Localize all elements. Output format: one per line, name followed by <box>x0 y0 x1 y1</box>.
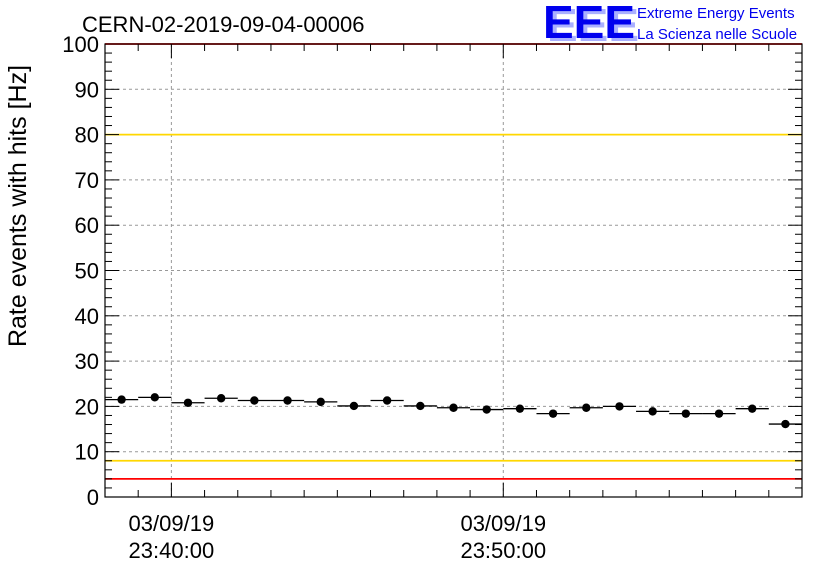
x-tick-time-label: 23:50:00 <box>460 538 546 563</box>
data-point <box>382 396 392 405</box>
y-tick-label: 40 <box>75 304 99 329</box>
data-point <box>681 409 691 418</box>
data-point <box>216 394 226 403</box>
y-tick-label: 20 <box>75 394 99 419</box>
data-point <box>748 404 757 413</box>
y-axis-title: Rate events with hits [Hz] <box>4 65 32 347</box>
logo-line-2: La Scienza nelle Scuole <box>637 26 797 43</box>
x-tick-date-label: 03/09/19 <box>129 511 215 536</box>
data-point <box>250 396 259 405</box>
logo-eee-shadow: EEE <box>547 0 639 51</box>
logo-line-1: Extreme Energy Events <box>637 5 795 22</box>
data-series <box>105 393 802 429</box>
x-tick-time-label: 23:40:00 <box>129 538 215 563</box>
data-point <box>515 404 525 413</box>
data-point <box>316 397 325 407</box>
data-point <box>183 398 193 407</box>
y-tick-label: 0 <box>87 485 99 510</box>
data-point <box>714 409 724 418</box>
chart-title: CERN-02-2019-09-04-00006 <box>82 12 365 37</box>
logo-eee: EEE <box>543 0 635 48</box>
y-tick-label: 50 <box>75 259 99 284</box>
x-tick-date-label: 03/09/19 <box>460 511 546 536</box>
data-point <box>150 393 159 402</box>
data-point <box>482 405 491 414</box>
data-point <box>648 407 657 416</box>
y-tick-label: 80 <box>75 123 99 148</box>
grid-lines <box>105 44 802 497</box>
data-point <box>449 403 458 412</box>
eee-logo: EEE EEE Extreme Energy Events La Scienza… <box>543 0 797 51</box>
data-point <box>117 395 126 404</box>
data-point <box>349 401 359 411</box>
y-tick-label: 90 <box>75 77 99 102</box>
data-point <box>416 401 425 411</box>
y-tick-label: 70 <box>75 168 99 193</box>
data-point <box>548 409 558 418</box>
data-point <box>615 402 624 411</box>
y-tick-label: 60 <box>75 213 99 238</box>
y-tick-label: 30 <box>75 349 99 374</box>
data-point <box>582 403 591 412</box>
y-tick-label: 100 <box>62 32 99 57</box>
y-tick-label: 10 <box>75 440 99 465</box>
axes: 010203040506070809010003/09/1923:40:0003… <box>62 32 803 563</box>
data-point <box>283 396 292 405</box>
data-point <box>781 419 790 429</box>
